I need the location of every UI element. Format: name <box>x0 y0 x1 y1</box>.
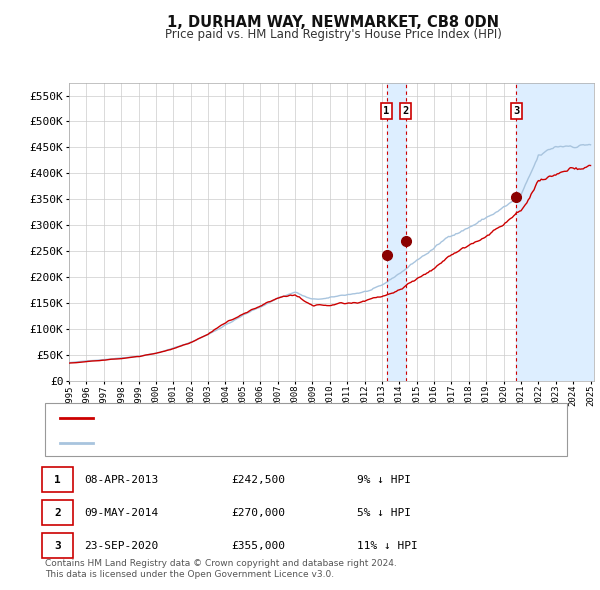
Text: 9% ↓ HPI: 9% ↓ HPI <box>357 475 411 484</box>
Text: Contains HM Land Registry data © Crown copyright and database right 2024.: Contains HM Land Registry data © Crown c… <box>45 559 397 568</box>
Text: 5% ↓ HPI: 5% ↓ HPI <box>357 508 411 517</box>
Text: 09-MAY-2014: 09-MAY-2014 <box>84 508 158 517</box>
Text: £270,000: £270,000 <box>231 508 285 517</box>
Text: 1, DURHAM WAY, NEWMARKET, CB8 0DN: 1, DURHAM WAY, NEWMARKET, CB8 0DN <box>167 15 499 30</box>
Text: 3: 3 <box>513 106 520 116</box>
Text: 11% ↓ HPI: 11% ↓ HPI <box>357 541 418 550</box>
Text: HPI: Average price, detached house, West Suffolk: HPI: Average price, detached house, West… <box>100 438 400 448</box>
Text: 3: 3 <box>54 541 61 550</box>
Text: 1, DURHAM WAY, NEWMARKET, CB8 0DN (detached house): 1, DURHAM WAY, NEWMARKET, CB8 0DN (detac… <box>100 413 413 423</box>
Text: 1: 1 <box>383 106 390 116</box>
Text: This data is licensed under the Open Government Licence v3.0.: This data is licensed under the Open Gov… <box>45 571 334 579</box>
Text: Price paid vs. HM Land Registry's House Price Index (HPI): Price paid vs. HM Land Registry's House … <box>164 28 502 41</box>
Text: 1: 1 <box>54 475 61 484</box>
Text: 08-APR-2013: 08-APR-2013 <box>84 475 158 484</box>
Bar <box>386 83 406 381</box>
Text: £242,500: £242,500 <box>231 475 285 484</box>
Text: £355,000: £355,000 <box>231 541 285 550</box>
Text: 2: 2 <box>403 106 409 116</box>
Text: 23-SEP-2020: 23-SEP-2020 <box>84 541 158 550</box>
Text: 2: 2 <box>54 508 61 517</box>
Bar <box>516 83 594 381</box>
